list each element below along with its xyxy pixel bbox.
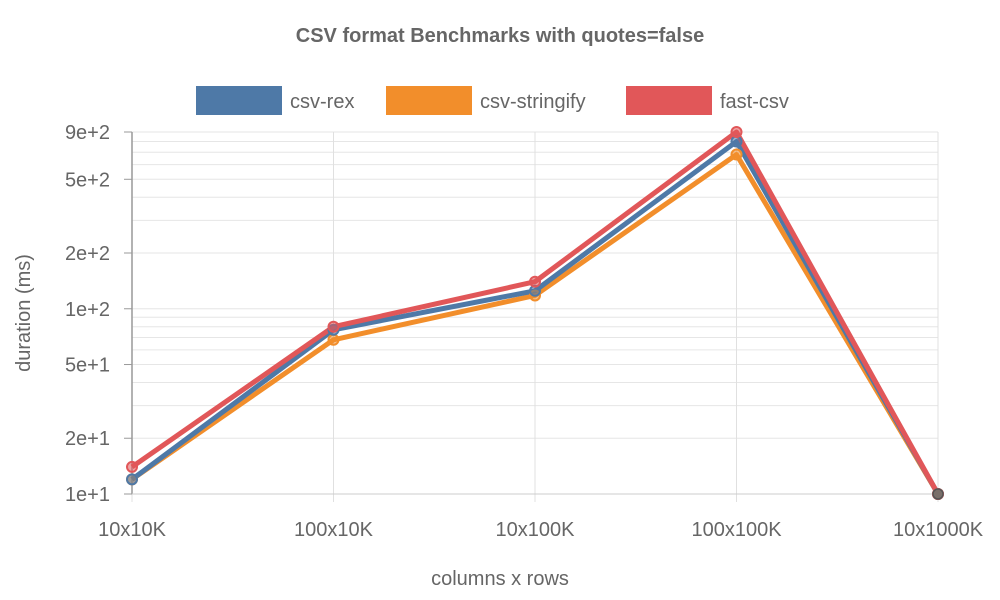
- legend-label-csv-rex: csv-rex: [290, 91, 354, 113]
- data-point-fast-csv: [730, 126, 743, 138]
- y-tick-label: 1e+2: [65, 299, 110, 321]
- data-point-fast-csv: [126, 460, 138, 473]
- x-tick-label: 10x10K: [98, 519, 166, 541]
- y-axis-label: duration (ms): [13, 254, 35, 372]
- grid: [131, 131, 939, 502]
- data-point-csv-rex: [126, 473, 138, 486]
- x-tick-label: 10x100K: [496, 519, 576, 541]
- legend: csv-rex csv-stringify fast-csv: [196, 86, 789, 115]
- y-tick-label: 2e+1: [65, 428, 110, 450]
- legend-label-fast-csv: fast-csv: [720, 91, 789, 113]
- y-tick-label: 1e+1: [65, 484, 110, 506]
- y-tick-label: 9e+2: [65, 122, 110, 144]
- data-point-csv-stringify: [327, 333, 340, 346]
- data-point-csv-stringify: [730, 148, 743, 161]
- legend-swatch-fast-csv: [626, 86, 712, 115]
- series-lines: [126, 126, 944, 500]
- x-tick-label: 100x100K: [691, 519, 782, 541]
- y-tick-label: 5e+2: [65, 169, 110, 191]
- axes: [131, 132, 938, 495]
- x-tick-label: 10x1000K: [893, 519, 984, 541]
- data-point-fast-csv: [529, 275, 541, 288]
- legend-swatch-csv-stringify: [386, 86, 472, 115]
- data-point-overlap: [932, 488, 944, 500]
- y-tick-label: 2e+2: [65, 243, 110, 265]
- data-point-fast-csv: [327, 320, 340, 333]
- legend-label-csv-stringify: csv-stringify: [480, 91, 586, 113]
- legend-swatch-csv-rex: [196, 86, 282, 115]
- x-axis-ticks: 10x10K 100x10K 10x100K 100x100K 10x1000K: [98, 519, 984, 541]
- y-tick-label: 5e+1: [65, 355, 110, 377]
- y-axis-ticks: 1e+1 2e+1 5e+1 1e+2 2e+2 5e+2 9e+2: [65, 122, 132, 506]
- chart-title: CSV format Benchmarks with quotes=false: [296, 25, 704, 47]
- x-axis-label: columns x rows: [431, 568, 569, 590]
- x-tick-label: 100x10K: [294, 519, 374, 541]
